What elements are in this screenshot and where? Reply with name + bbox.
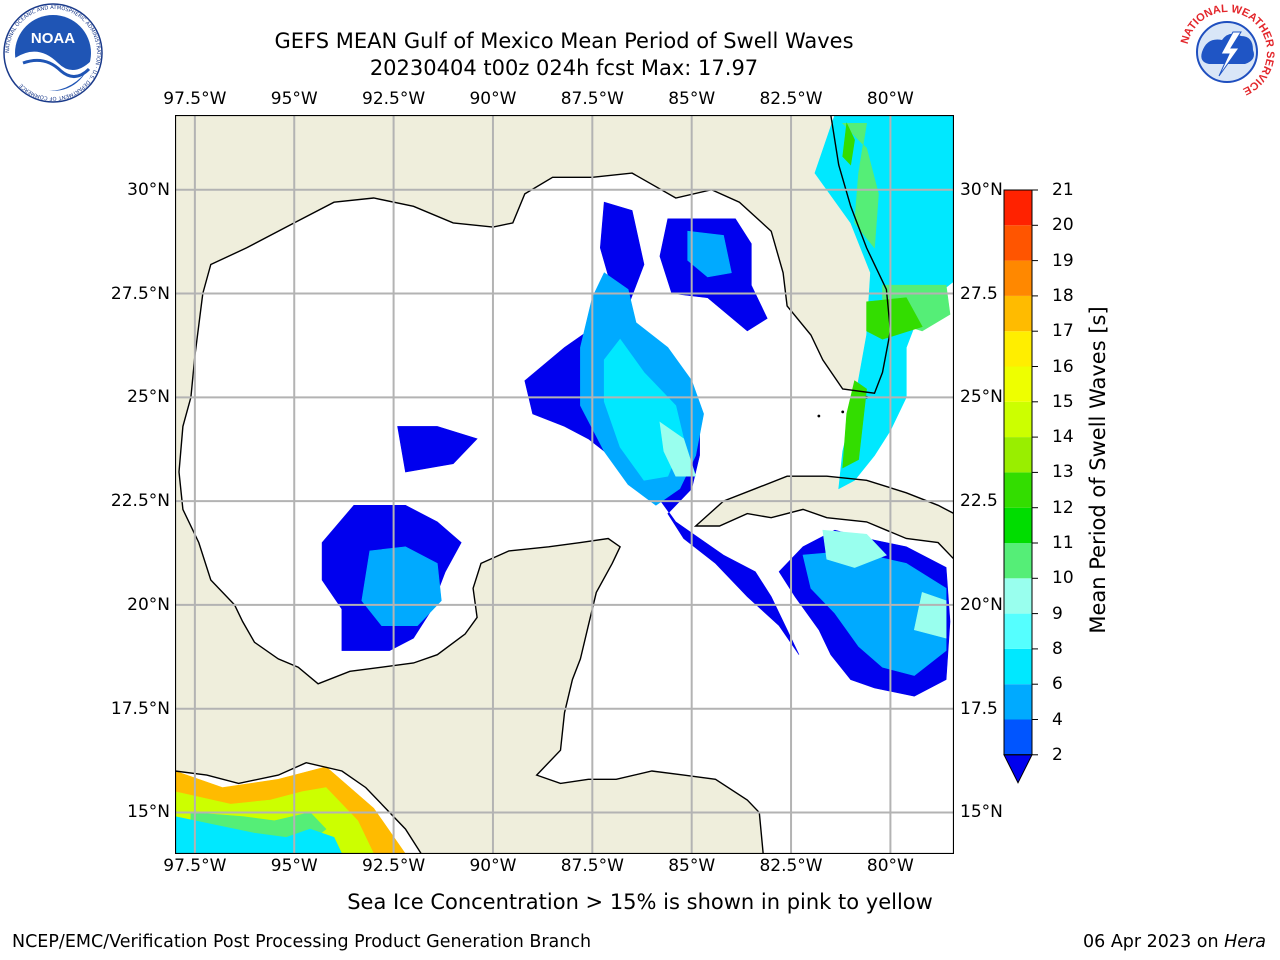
lat-tick-left: 15°N	[127, 802, 170, 823]
colorbar-tick-label: 13	[1052, 462, 1074, 483]
lat-tick-left: 20°N	[127, 594, 170, 615]
lat-tick-right: 20°N	[960, 594, 1003, 615]
colorbar-segment	[1004, 507, 1032, 543]
colorbar-segment	[1004, 684, 1032, 720]
colorbar-under-arrow	[1003, 754, 1033, 784]
lon-tick-bottom: 80°W	[866, 856, 914, 876]
colorbar-title: Mean Period of Swell Waves [s]	[1086, 306, 1110, 634]
colorbar-segment	[1004, 437, 1032, 473]
chart-title: GEFS MEAN Gulf of Mexico Mean Period of …	[274, 29, 854, 53]
map-panel	[175, 115, 954, 854]
noaa-logo: NOAA NATIONAL OCEANIC AND ATMOSPHERIC AD…	[3, 3, 103, 103]
colorbar-tick-label: 9	[1052, 603, 1063, 624]
lat-tick-left: 27.5°N	[110, 283, 170, 304]
swell-region-22	[175, 816, 343, 854]
chart-subtitle: 20230404 t00z 024h fcst Max: 17.97	[369, 56, 759, 80]
colorbar-segment	[1004, 401, 1032, 438]
colorbar-tick-label: 19	[1052, 250, 1074, 271]
colorbar-tick-label: 18	[1052, 285, 1074, 306]
lon-tick-top: 92.5°W	[362, 89, 426, 109]
swell-region-3	[397, 426, 478, 473]
lat-tick-right: 27.5	[960, 283, 998, 304]
colorbar-segment	[1004, 190, 1032, 226]
pacific-coastline	[175, 761, 423, 854]
colorbar-segment	[1004, 648, 1032, 685]
lon-tick-top: 85°W	[668, 89, 716, 109]
colorbar-segment	[1004, 578, 1032, 614]
colorbar-tick-label: 2	[1052, 744, 1063, 765]
colorbar-segment	[1004, 472, 1032, 508]
footer-credit: NCEP/EMC/Verification Post Processing Pr…	[12, 932, 592, 952]
colorbar-tick-label: 21	[1052, 180, 1074, 200]
swell-region-16	[866, 297, 923, 340]
lon-tick-top: 95°W	[270, 89, 318, 109]
colorbar-tick-label: 20	[1052, 215, 1074, 236]
florida-key-1	[841, 410, 845, 414]
colorbar-segment	[1004, 613, 1032, 649]
footer-date-text: 06 Apr 2023 on	[1083, 932, 1225, 952]
colorbar-segment	[1004, 331, 1032, 367]
gulf-caribbean-ocean	[179, 115, 954, 854]
lon-tick-top: 82.5°W	[759, 89, 823, 109]
nws-logo: NATIONAL WEATHER SERVICE	[1177, 2, 1277, 102]
colorbar-tick-label: 14	[1052, 427, 1074, 448]
lat-tick-right: 30°N	[960, 179, 1003, 200]
lon-tick-bottom: 85°W	[668, 856, 716, 876]
colorbar-tick-label: 6	[1052, 674, 1063, 695]
colorbar-tick-label: 11	[1052, 533, 1074, 553]
swell-region-17	[842, 380, 867, 469]
colorbar-segment	[1004, 295, 1032, 332]
colorbar-segment	[1004, 260, 1032, 296]
swell-region-11	[659, 421, 697, 477]
lon-tick-top: 87.5°W	[560, 89, 624, 109]
florida-key-0	[817, 414, 821, 418]
lon-tick-top: 80°W	[866, 89, 914, 109]
lat-tick-right: 17.5	[960, 698, 998, 719]
map-frame	[175, 115, 954, 854]
lon-tick-bottom: 87.5°W	[560, 856, 624, 876]
lon-tick-top: 90°W	[469, 89, 517, 109]
lon-tick-bottom: 95°W	[270, 856, 318, 876]
lat-tick-right: 15°N	[960, 802, 1003, 823]
colorbar-tick-label: 8	[1052, 638, 1063, 659]
colorbar-tick-label: 15	[1052, 391, 1074, 412]
colorbar-tick-label: 10	[1052, 568, 1074, 589]
colorbar-tick-label: 12	[1052, 497, 1074, 518]
colorbar-tick-label: 4	[1052, 709, 1063, 730]
lon-tick-bottom: 82.5°W	[759, 856, 823, 876]
colorbar-segment	[1004, 225, 1032, 261]
swell-region-18	[842, 122, 855, 166]
colorbar-segment	[1004, 543, 1032, 579]
coastline	[178, 115, 954, 854]
swell-region-6	[687, 230, 732, 278]
noaa-logo-text: NOAA	[31, 30, 75, 47]
colorbar	[1003, 189, 1038, 784]
swell-region-14	[841, 123, 879, 249]
colorbar-segment	[1004, 719, 1032, 755]
lon-tick-bottom: 97.5°W	[163, 856, 227, 876]
lon-tick-bottom: 90°W	[469, 856, 517, 876]
lat-tick-left: 17.5°N	[110, 698, 170, 719]
lon-tick-top: 97.5°W	[163, 89, 227, 109]
lat-tick-right: 22.5	[960, 491, 998, 512]
footer-host: Hera	[1224, 932, 1266, 952]
lon-tick-bottom: 92.5°W	[362, 856, 426, 876]
lat-tick-right: 25°N	[960, 387, 1003, 408]
colorbar-tick-label: 16	[1052, 356, 1074, 377]
colorbar-tick-label: 17	[1052, 321, 1074, 342]
footer-date: 06 Apr 2023 on Hera	[1083, 932, 1266, 952]
swell-region-13	[913, 592, 947, 639]
colorbar-segment	[1004, 366, 1032, 402]
swell-region-12	[822, 529, 887, 568]
sea-ice-note: Sea Ice Concentration > 15% is shown in …	[347, 890, 933, 914]
lat-tick-left: 25°N	[127, 387, 170, 408]
lat-tick-left: 22.5°N	[110, 491, 170, 512]
lat-tick-left: 30°N	[127, 179, 170, 200]
